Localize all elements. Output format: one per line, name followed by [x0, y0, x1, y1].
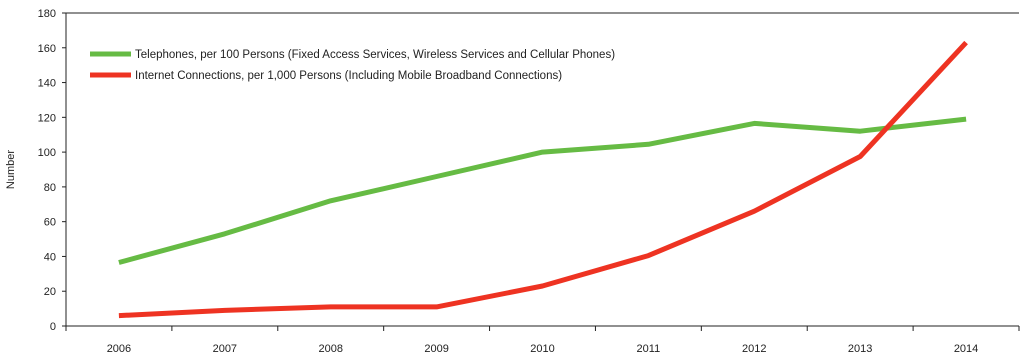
y-tick-label: 80	[44, 182, 56, 194]
legend: Telephones, per 100 Persons (Fixed Acces…	[90, 49, 615, 82]
y-tick-label: 100	[38, 147, 56, 159]
x-tick-label: 2006	[107, 343, 131, 355]
y-tick-label: 20	[44, 286, 56, 298]
y-tick-label: 160	[38, 43, 56, 55]
series-line-1	[118, 116, 967, 265]
series-line-2	[118, 40, 968, 319]
y-tick-label: 0	[50, 321, 56, 333]
axes: 0 20 40 60 80 100 120 140 160 180 2006 2007 2008 2009…	[38, 8, 1020, 355]
y-tick-label: 180	[38, 8, 56, 20]
series-lines	[118, 40, 968, 319]
y-tick-label: 120	[38, 112, 56, 124]
x-tick-label: 2008	[318, 343, 342, 355]
y-tick-label: 40	[44, 251, 56, 263]
y-tick-label: 60	[44, 217, 56, 229]
x-tick-label: 2010	[530, 343, 554, 355]
x-tick-label: 2011	[637, 343, 661, 355]
y-axis-title: Number	[5, 150, 17, 189]
x-tick-label: 2009	[424, 343, 448, 355]
x-tick-label: 2014	[954, 343, 978, 355]
legend-label-1: Telephones, per 100 Persons (Fixed Acces…	[135, 49, 615, 61]
x-tick-label: 2012	[742, 343, 766, 355]
x-tick-label: 2007	[213, 343, 237, 355]
x-tick-label: 2013	[848, 343, 872, 355]
y-tick-label: 140	[38, 78, 56, 90]
legend-label-2: Internet Connections, per 1,000 Persons …	[135, 70, 562, 82]
